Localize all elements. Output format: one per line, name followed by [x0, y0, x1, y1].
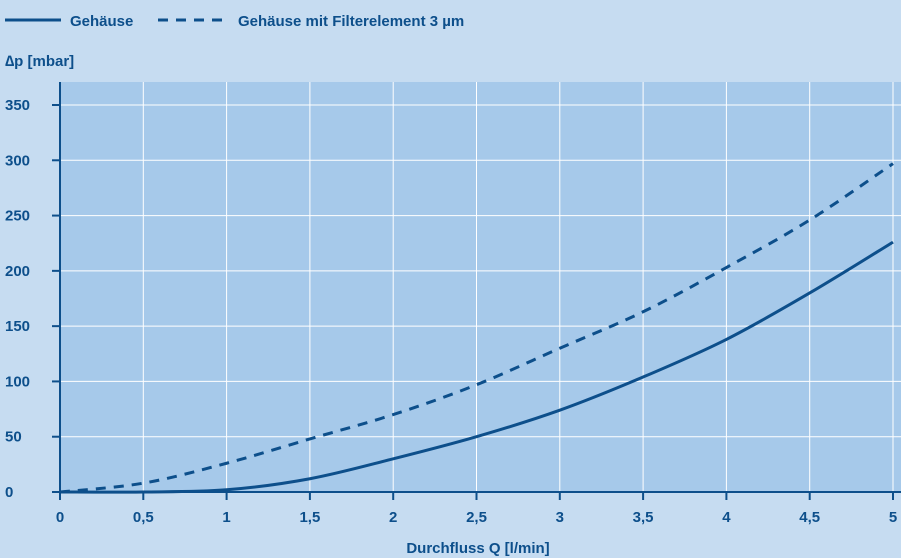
x-tick-label: 1: [222, 509, 230, 526]
x-tick-label: 4: [722, 509, 731, 526]
x-tick-label: 1,5: [299, 509, 320, 526]
x-tick-label: 3,5: [633, 509, 654, 526]
x-tick-label: 0,5: [133, 509, 154, 526]
y-tick-label: 350: [5, 97, 30, 114]
x-ticks: 0 0,5 1 1,5 2 2,5 3 3,5 4 4,5 5: [56, 492, 897, 526]
x-tick-label: 5: [889, 509, 897, 526]
legend: Gehäuse Gehäuse mit Filterelement 3 µm: [5, 13, 464, 30]
y-axis-label: ∆p [mbar]: [5, 53, 74, 70]
x-axis-label: Durchfluss Q [l/min]: [406, 540, 549, 557]
y-tick-label: 50: [5, 429, 22, 446]
y-tick-label: 100: [5, 373, 30, 390]
plot-area: [60, 82, 901, 492]
y-tick-label: 150: [5, 318, 30, 335]
series-lines: [59, 162, 894, 494]
grid: [60, 82, 901, 492]
y-tick-label: 250: [5, 208, 30, 225]
x-tick-label: 0: [56, 509, 64, 526]
x-tick-label: 4,5: [799, 509, 820, 526]
x-tick-label: 2,5: [466, 509, 487, 526]
x-tick-label: 2: [389, 509, 397, 526]
y-tick-label: 200: [5, 263, 30, 280]
x-tick-label: 3: [556, 509, 564, 526]
legend-label-1: Gehäuse mit Filterelement 3 µm: [238, 13, 464, 30]
series-line-dashed: [59, 162, 894, 494]
y-tick-label: 300: [5, 152, 30, 169]
series-line-solid: [59, 240, 894, 494]
legend-label-0: Gehäuse: [70, 13, 133, 30]
y-ticks: 0 50 100 150 200 250 300 350: [5, 97, 60, 501]
y-tick-label: 0: [5, 484, 13, 501]
